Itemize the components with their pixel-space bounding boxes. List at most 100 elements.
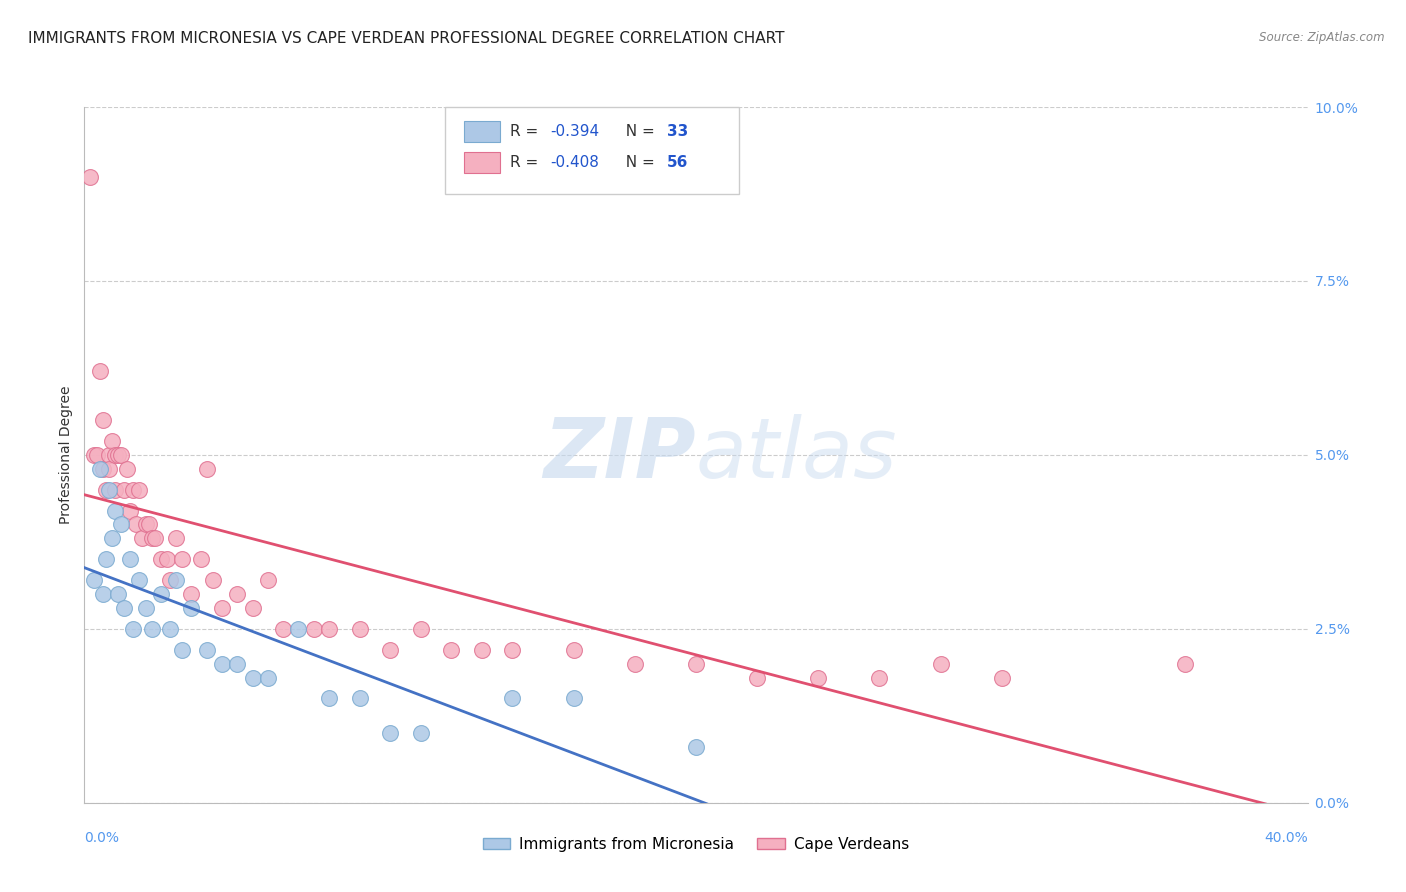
Point bbox=[380, 642, 402, 657]
Point bbox=[624, 657, 647, 671]
FancyBboxPatch shape bbox=[446, 107, 738, 194]
Point bbox=[180, 587, 202, 601]
Point bbox=[242, 671, 264, 685]
Point bbox=[143, 532, 166, 546]
Point bbox=[79, 169, 101, 184]
Point bbox=[112, 483, 135, 497]
Legend: Immigrants from Micronesia, Cape Verdeans: Immigrants from Micronesia, Cape Verdean… bbox=[477, 830, 915, 858]
Point bbox=[257, 573, 280, 587]
Point bbox=[562, 691, 585, 706]
Point bbox=[180, 601, 202, 615]
Point bbox=[91, 587, 114, 601]
Point bbox=[195, 462, 218, 476]
Text: N =: N = bbox=[616, 124, 659, 139]
Point bbox=[94, 552, 117, 566]
Point bbox=[112, 601, 135, 615]
Point bbox=[172, 642, 194, 657]
Point bbox=[125, 517, 148, 532]
Point bbox=[991, 671, 1014, 685]
Point bbox=[685, 740, 707, 755]
Text: R =: R = bbox=[510, 124, 543, 139]
Point bbox=[97, 462, 120, 476]
Point bbox=[138, 517, 160, 532]
Point bbox=[149, 587, 172, 601]
Point bbox=[685, 657, 707, 671]
Point bbox=[128, 483, 150, 497]
Point bbox=[122, 483, 145, 497]
Point bbox=[101, 434, 124, 448]
Point bbox=[120, 552, 142, 566]
Point bbox=[1174, 657, 1197, 671]
Point bbox=[502, 642, 524, 657]
Point bbox=[807, 671, 830, 685]
Point bbox=[190, 552, 212, 566]
Point bbox=[195, 642, 218, 657]
Point bbox=[91, 462, 114, 476]
Point bbox=[131, 532, 153, 546]
Point bbox=[135, 601, 157, 615]
Point bbox=[380, 726, 402, 740]
Point bbox=[440, 642, 463, 657]
Point bbox=[471, 642, 494, 657]
Point bbox=[97, 448, 120, 462]
Point bbox=[120, 503, 142, 517]
Text: IMMIGRANTS FROM MICRONESIA VS CAPE VERDEAN PROFESSIONAL DEGREE CORRELATION CHART: IMMIGRANTS FROM MICRONESIA VS CAPE VERDE… bbox=[28, 31, 785, 46]
Point bbox=[502, 691, 524, 706]
Point bbox=[156, 552, 179, 566]
Point bbox=[271, 622, 294, 636]
Text: Source: ZipAtlas.com: Source: ZipAtlas.com bbox=[1260, 31, 1385, 45]
Point bbox=[89, 462, 111, 476]
Text: -0.408: -0.408 bbox=[550, 155, 599, 170]
Point bbox=[869, 671, 891, 685]
Text: R =: R = bbox=[510, 155, 543, 170]
FancyBboxPatch shape bbox=[464, 121, 501, 142]
Text: N =: N = bbox=[616, 155, 659, 170]
Point bbox=[104, 483, 127, 497]
Point bbox=[101, 532, 124, 546]
Point bbox=[135, 517, 157, 532]
Point bbox=[747, 671, 769, 685]
Point bbox=[302, 622, 325, 636]
Point bbox=[211, 601, 233, 615]
Point bbox=[318, 622, 340, 636]
Point bbox=[97, 483, 120, 497]
Text: 0.0%: 0.0% bbox=[84, 830, 120, 845]
Text: atlas: atlas bbox=[696, 415, 897, 495]
Point bbox=[165, 532, 187, 546]
Point bbox=[349, 622, 371, 636]
Point bbox=[409, 622, 432, 636]
Point bbox=[107, 448, 129, 462]
Point bbox=[110, 517, 132, 532]
Text: ZIP: ZIP bbox=[543, 415, 696, 495]
Point bbox=[172, 552, 194, 566]
Point bbox=[159, 573, 181, 587]
Point bbox=[89, 364, 111, 378]
Point bbox=[122, 622, 145, 636]
FancyBboxPatch shape bbox=[464, 153, 501, 173]
Point bbox=[141, 532, 163, 546]
Point bbox=[104, 503, 127, 517]
Point bbox=[86, 448, 108, 462]
Text: -0.394: -0.394 bbox=[550, 124, 599, 139]
Point bbox=[83, 448, 105, 462]
Point bbox=[287, 622, 309, 636]
Point bbox=[141, 622, 163, 636]
Point bbox=[94, 483, 117, 497]
Point bbox=[257, 671, 280, 685]
Text: 40.0%: 40.0% bbox=[1264, 830, 1308, 845]
Point bbox=[107, 587, 129, 601]
Point bbox=[91, 413, 114, 427]
Point bbox=[104, 448, 127, 462]
Point bbox=[409, 726, 432, 740]
Point bbox=[201, 573, 224, 587]
Point bbox=[159, 622, 181, 636]
Point bbox=[83, 573, 105, 587]
Point bbox=[211, 657, 233, 671]
Y-axis label: Professional Degree: Professional Degree bbox=[59, 385, 73, 524]
Point bbox=[226, 657, 249, 671]
Text: 33: 33 bbox=[666, 124, 688, 139]
Point bbox=[242, 601, 264, 615]
Point bbox=[349, 691, 371, 706]
Point bbox=[110, 448, 132, 462]
Point bbox=[128, 573, 150, 587]
